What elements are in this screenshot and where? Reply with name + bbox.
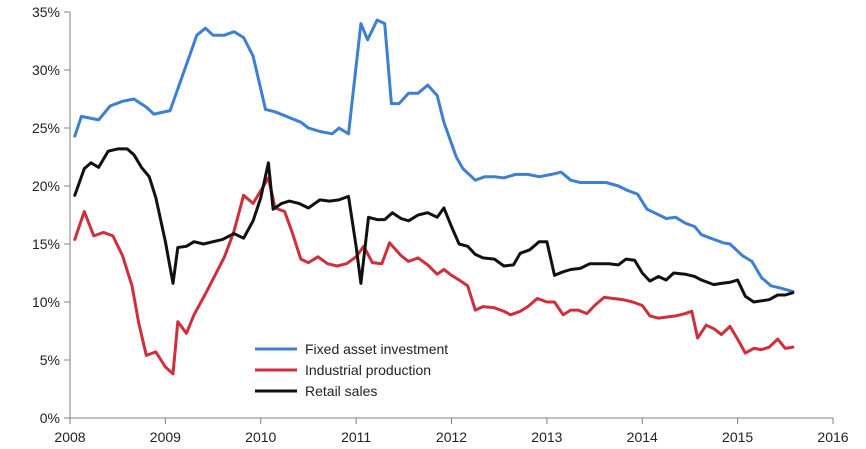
series-lines — [73, 18, 795, 376]
legend-label-industrial-production: Industrial production — [305, 362, 431, 378]
legend: Fixed asset investment Industrial product… — [255, 341, 448, 399]
x-tick-label: 2013 — [531, 429, 562, 445]
x-tick-label: 2011 — [341, 429, 371, 445]
y-tick-label: 15% — [32, 236, 60, 252]
x-tick-label: 2014 — [627, 429, 658, 445]
y-tick-label: 5% — [40, 352, 60, 368]
x-tick-label: 2016 — [817, 429, 848, 445]
x-tick-label: 2009 — [150, 429, 181, 445]
y-tick-label: 20% — [32, 178, 60, 194]
y-tick-label: 35% — [32, 4, 60, 20]
x-tick-label: 2008 — [54, 429, 85, 445]
series-line-industrial-production — [73, 176, 795, 376]
x-tick-label: 2015 — [722, 429, 753, 445]
y-tick-label: 30% — [32, 62, 60, 78]
y-tick-label: 25% — [32, 120, 60, 136]
legend-label-fixed-asset-investment: Fixed asset investment — [305, 341, 448, 357]
x-axis-ticks: 2008 2009 2010 2011 2012 2013 2014 2015 2016 — [54, 418, 849, 445]
series-line-fixed-asset-investment — [73, 18, 795, 294]
x-tick-label: 2012 — [436, 429, 467, 445]
x-tick-label: 2010 — [245, 429, 276, 445]
y-axis-ticks: 0% 5% 10% 15% 20% 25% 30% 35% — [32, 4, 70, 426]
y-tick-label: 10% — [32, 294, 60, 310]
legend-label-retail-sales: Retail sales — [305, 383, 377, 399]
y-tick-label: 0% — [40, 410, 60, 426]
series-line-retail-sales — [73, 147, 795, 304]
